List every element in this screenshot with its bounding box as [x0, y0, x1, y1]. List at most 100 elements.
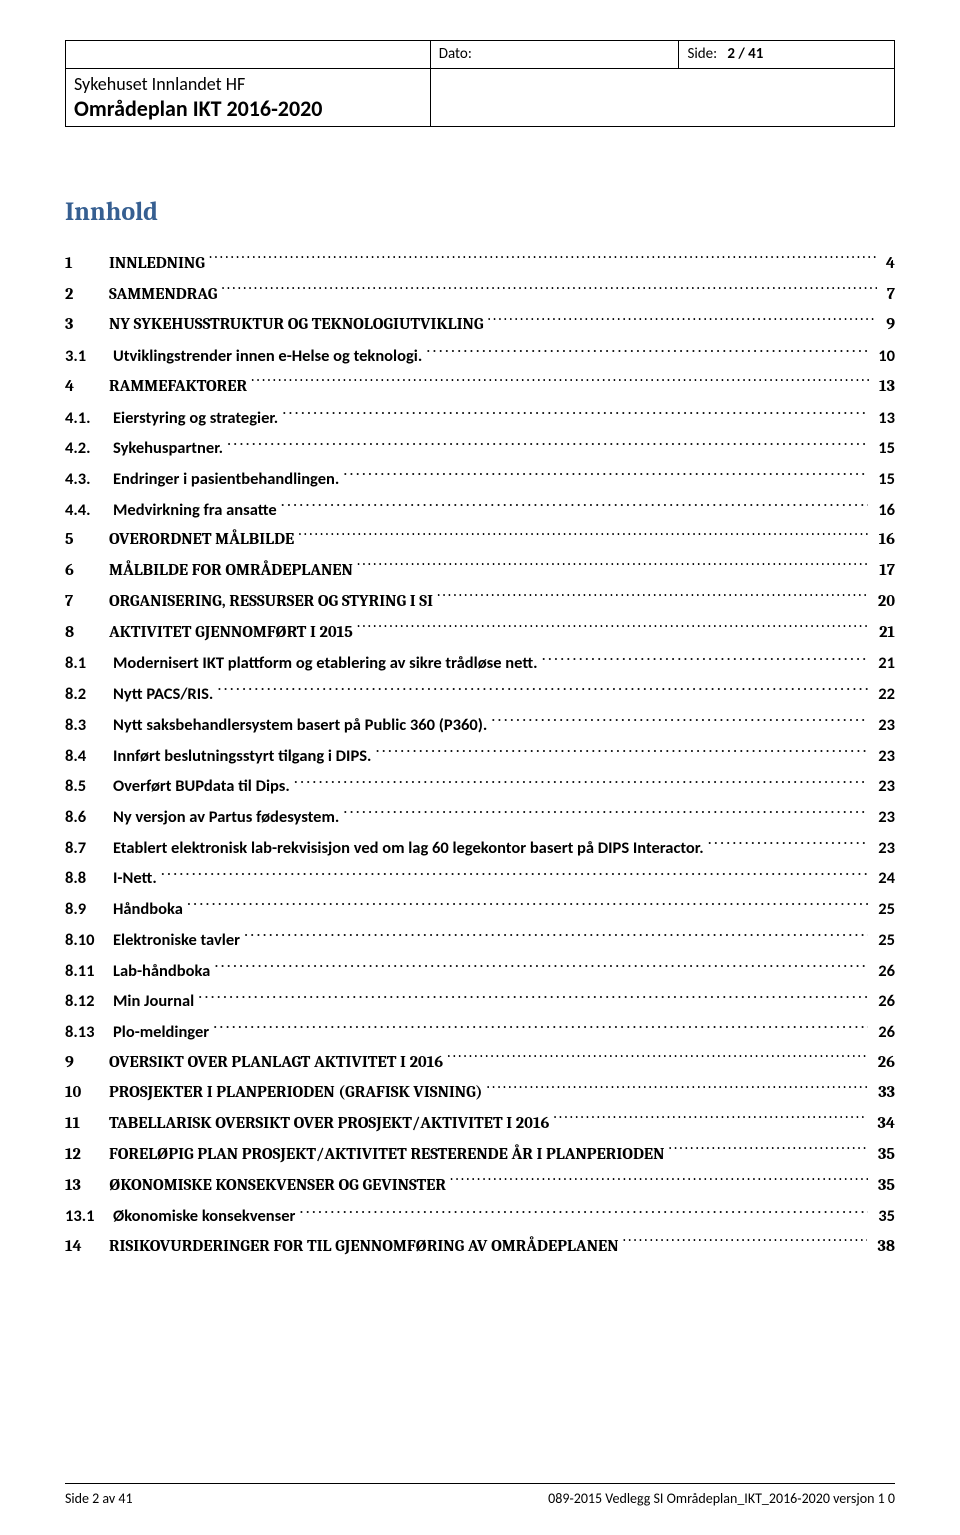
- toc-entry-page: 4: [880, 251, 895, 278]
- org-name: Sykehuset Innlandet HF: [74, 73, 422, 95]
- toc-entry-number: 4.3.: [65, 466, 113, 493]
- toc-entry-page: 24: [872, 865, 895, 892]
- toc-entry[interactable]: 4.3.Endringer i pasientbehandlingen.15: [65, 466, 895, 493]
- toc-entry[interactable]: 2SAMMENDRAG7: [65, 282, 895, 309]
- toc-entry[interactable]: 8.9Håndboka25: [65, 896, 895, 923]
- toc-entry[interactable]: 13.1Økonomiske konsekvenser35: [65, 1203, 895, 1230]
- toc-entry[interactable]: 8.1Modernisert IKT plattform og etableri…: [65, 650, 895, 677]
- toc-entry-page: 16: [873, 527, 895, 554]
- toc-entry[interactable]: 4.4.Medvirkning fra ansatte16: [65, 497, 895, 524]
- toc-entry[interactable]: 13ØKONOMISKE KONSEKVENSER OG GEVINSTER35: [65, 1173, 895, 1200]
- toc-entry-page: 23: [872, 835, 895, 862]
- toc-entry-title: RAMMEFAKTORER: [109, 374, 247, 401]
- toc-entry[interactable]: 4.1.Eierstyring og strategier.13: [65, 405, 895, 432]
- toc-leader-dots: [450, 1173, 868, 1190]
- toc-entry-number: 4.2.: [65, 435, 113, 462]
- toc-entry-title: MÅLBILDE FOR OMRÅDEPLANEN: [109, 558, 353, 585]
- toc-entry[interactable]: 10PROSJEKTER I PLANPERIODEN (GRAFISK VIS…: [65, 1080, 895, 1107]
- toc-entry-page: 17: [873, 558, 895, 585]
- toc-leader-dots: [437, 589, 868, 606]
- toc-entry-number: 6: [65, 558, 109, 585]
- toc-entry-title: Plo-meldinger: [113, 1019, 209, 1046]
- side-value: 2 / 41: [727, 45, 763, 63]
- toc-entry-number: 8.3: [65, 712, 113, 739]
- toc-entry-title: Endringer i pasientbehandlingen.: [113, 466, 339, 493]
- toc-entry-page: 7: [881, 282, 895, 309]
- toc-entry-title: Lab-håndboka: [113, 958, 210, 985]
- toc-entry-title: INNLEDNING: [109, 251, 205, 278]
- toc-entry[interactable]: 8.11Lab-håndboka 26: [65, 958, 895, 985]
- toc-entry[interactable]: 8.13Plo-meldinger26: [65, 1019, 895, 1046]
- toc-entry-title: Medvirkning fra ansatte: [113, 497, 277, 524]
- toc-leader-dots: [426, 345, 868, 362]
- toc-entry-title: AKTIVITET GJENNOMFØRT I 2015: [109, 620, 353, 647]
- toc-entry-number: 2: [65, 282, 109, 309]
- toc-entry-number: 8.1: [65, 650, 113, 677]
- toc-leader-dots: [161, 867, 869, 884]
- toc-leader-dots: [487, 1081, 869, 1098]
- toc-entry[interactable]: 8.4Innført beslutningsstyrt tilgang i DI…: [65, 743, 895, 770]
- toc-leader-dots: [343, 468, 868, 485]
- toc-entry-title: Etablert elektronisk lab-rekvisisjon ved…: [113, 835, 704, 862]
- toc-entry-title: Nytt PACS/RIS.: [113, 681, 213, 708]
- toc-entry-page: 23: [872, 712, 895, 739]
- toc-entry-page: 26: [872, 958, 895, 985]
- toc-entry-page: 26: [872, 1019, 895, 1046]
- toc-entry[interactable]: 8.8I-Nett.24: [65, 865, 895, 892]
- toc-entry-page: 26: [872, 1050, 895, 1077]
- toc-entry-number: 9: [65, 1050, 109, 1077]
- toc-entry[interactable]: 11TABELLARISK OVERSIKT OVER PROSJEKT/AKT…: [65, 1111, 895, 1138]
- table-of-contents: 1INNLEDNING 4 2SAMMENDRAG7 3NY SYKEHUSSTRUK…: [65, 251, 895, 1261]
- toc-entry-number: 3: [65, 312, 109, 339]
- toc-leader-dots: [209, 252, 876, 269]
- toc-entry[interactable]: 3.1Utviklingstrender innen e-Helse og te…: [65, 343, 895, 370]
- toc-entry[interactable]: 14RISIKOVURDERINGER FOR TIL GJENNOMFØRIN…: [65, 1234, 895, 1261]
- document-title: Områdeplan IKT 2016-2020: [74, 95, 422, 122]
- toc-entry[interactable]: 3NY SYKEHUSSTRUKTUR OG TEKNOLOGIUTVIKLIN…: [65, 312, 895, 339]
- header-logo-cell: [66, 41, 431, 69]
- toc-entry-title: Sykehuspartner.: [113, 435, 223, 462]
- toc-entry-number: 8.11: [65, 958, 113, 985]
- toc-entry-number: 11: [65, 1111, 109, 1138]
- toc-entry-page: 22: [872, 681, 895, 708]
- toc-entry-title: OVERSIKT OVER PLANLAGT AKTIVITET I 2016: [109, 1050, 443, 1077]
- toc-entry-page: 20: [872, 589, 895, 616]
- toc-entry[interactable]: 8.2Nytt PACS/RIS.22: [65, 681, 895, 708]
- dato-label: Dato:: [439, 45, 472, 63]
- toc-entry[interactable]: 8.3Nytt saksbehandlersystem basert på Pu…: [65, 712, 895, 739]
- toc-entry[interactable]: 9OVERSIKT OVER PLANLAGT AKTIVITET I 2016…: [65, 1050, 895, 1077]
- toc-entry-title: Elektroniske tavler: [113, 927, 240, 954]
- toc-entry-number: 3.1: [65, 343, 113, 370]
- toc-entry-page: 21: [872, 650, 895, 677]
- toc-leader-dots: [282, 406, 868, 423]
- toc-leader-dots: [491, 713, 868, 730]
- toc-leader-dots: [375, 744, 868, 761]
- toc-entry-title: I-Nett.: [113, 865, 157, 892]
- toc-entry[interactable]: 8AKTIVITET GJENNOMFØRT I 201521: [65, 620, 895, 647]
- toc-entry[interactable]: 8.7Etablert elektronisk lab-rekvisisjon …: [65, 835, 895, 862]
- toc-entry-number: 10: [65, 1080, 109, 1107]
- toc-entry-title: Modernisert IKT plattform og etablering …: [113, 650, 538, 677]
- toc-leader-dots: [294, 775, 868, 792]
- toc-leader-dots: [217, 683, 868, 700]
- toc-entry[interactable]: 8.12Min Journal26: [65, 988, 895, 1015]
- toc-entry-page: 23: [872, 804, 895, 831]
- toc-entry[interactable]: 8.5Overført BUPdata til Dips.23: [65, 773, 895, 800]
- toc-leader-dots: [447, 1050, 868, 1067]
- toc-leader-dots: [227, 437, 868, 454]
- toc-entry-page: 35: [872, 1203, 895, 1230]
- toc-entry[interactable]: 1INNLEDNING 4: [65, 251, 895, 278]
- toc-entry-page: 35: [872, 1173, 895, 1200]
- toc-entry-page: 35: [872, 1142, 895, 1169]
- toc-entry[interactable]: 5OVERORDNET MÅLBILDE16: [65, 527, 895, 554]
- toc-entry[interactable]: 8.6Ny versjon av Partus fødesystem.23: [65, 804, 895, 831]
- toc-entry[interactable]: 7ORGANISERING, RESSURSER OG STYRING I SI…: [65, 589, 895, 616]
- toc-entry-number: 8.12: [65, 988, 113, 1015]
- toc-entry[interactable]: 4.2.Sykehuspartner.15: [65, 435, 895, 462]
- toc-entry[interactable]: 8.10Elektroniske tavler25: [65, 927, 895, 954]
- toc-entry[interactable]: 4RAMMEFAKTORER13: [65, 374, 895, 401]
- side-label: Side:: [687, 45, 717, 63]
- toc-entry[interactable]: 6MÅLBILDE FOR OMRÅDEPLANEN 17: [65, 558, 895, 585]
- toc-entry[interactable]: 12FORELØPIG PLAN PROSJEKT/AKTIVITET REST…: [65, 1142, 895, 1169]
- toc-entry-number: 1: [65, 251, 109, 278]
